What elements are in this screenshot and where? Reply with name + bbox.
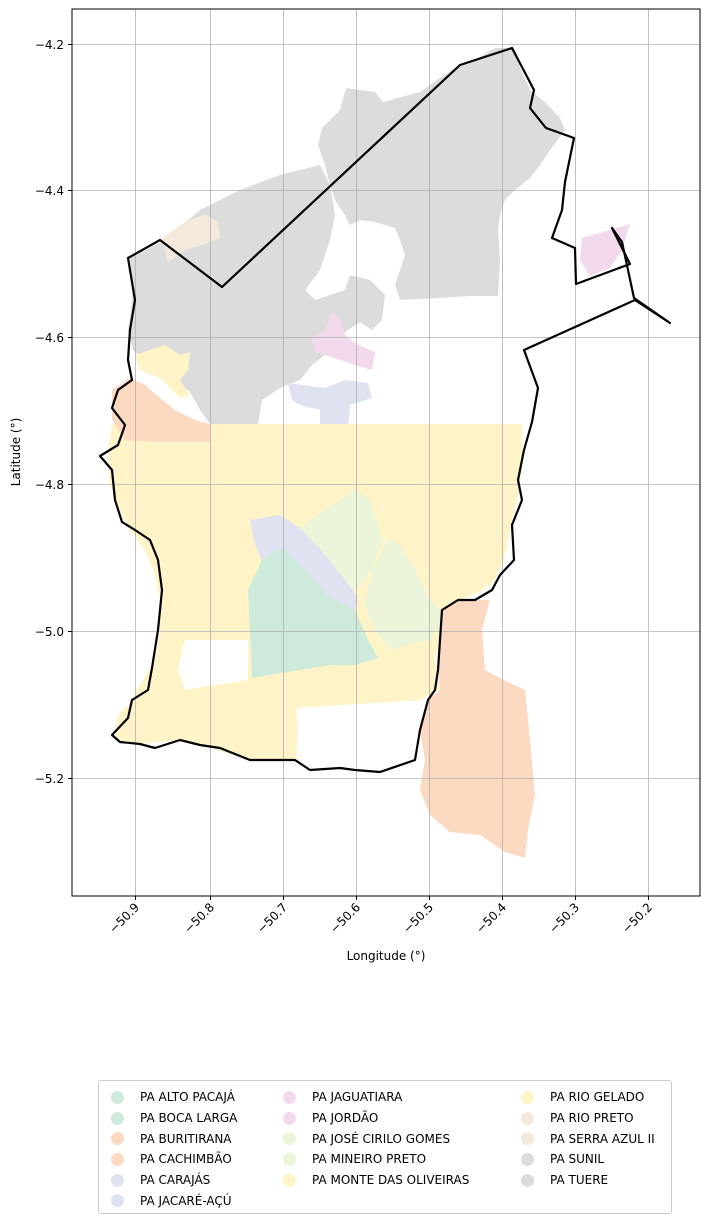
legend-label: PA MONTE DAS OLIVEIRAS xyxy=(312,1173,470,1188)
x-tick-label: −50.2 xyxy=(619,900,655,936)
legend-label: PA ALTO PACAJÁ xyxy=(140,1090,235,1105)
legend-item: PA MINEIRO PRETO xyxy=(283,1149,469,1170)
legend-label: PA BOCA LARGA xyxy=(140,1111,238,1126)
legend-item: PA CACHIMBÃO xyxy=(111,1149,237,1170)
hole-1 xyxy=(178,640,248,690)
x-tick-label: −50.4 xyxy=(473,900,509,936)
legend-label: PA SUNIL xyxy=(550,1152,605,1167)
y-tick-label: −4.8 xyxy=(35,478,64,492)
y-tick-label: −4.2 xyxy=(35,38,64,52)
y-tick-label: −5.2 xyxy=(35,772,64,786)
x-tick-label: −50.3 xyxy=(546,900,582,936)
legend-label: PA BURITIRANA xyxy=(140,1131,232,1146)
legend-label: PA RIO GELADO xyxy=(550,1090,645,1105)
legend-item: PA RIO GELADO xyxy=(521,1087,655,1108)
legend-swatch xyxy=(111,1090,124,1104)
legend-swatch xyxy=(521,1090,534,1104)
x-tick-label: −50.6 xyxy=(327,900,363,936)
legend-item: PA ALTO PACAJÁ xyxy=(111,1087,237,1108)
legend-item: PA MONTE DAS OLIVEIRAS xyxy=(283,1170,469,1191)
legend-label: PA MINEIRO PRETO xyxy=(312,1152,427,1167)
legend-label: PA TUERE xyxy=(550,1173,609,1188)
x-tick-label: −50.5 xyxy=(400,900,436,936)
region-peach-west xyxy=(112,378,210,442)
legend-swatch xyxy=(111,1111,124,1125)
region-blue-center xyxy=(262,525,358,610)
grid xyxy=(72,9,700,896)
region-peach-southeast xyxy=(420,600,535,858)
y-tick-label: −5.0 xyxy=(35,625,64,639)
region-lightgreen-2 xyxy=(365,540,445,650)
legend: PA ALTO PACAJÁ PA BOCA LARGA PA BURITIRA… xyxy=(98,1080,672,1214)
legend-swatch xyxy=(283,1173,296,1187)
hole-2 xyxy=(296,700,425,772)
legend-item: PA JAGUATIARA xyxy=(283,1087,469,1108)
legend-item: PA SERRA AZUL II xyxy=(521,1128,655,1149)
legend-item: PA RIO PRETO xyxy=(521,1108,655,1129)
legend-swatch xyxy=(111,1194,124,1208)
legend-swatch xyxy=(521,1152,534,1166)
legend-label: PA CARAJÁS xyxy=(140,1173,211,1188)
legend-item: PA SUNIL xyxy=(521,1149,655,1170)
legend-swatch xyxy=(111,1173,124,1187)
region-blue-small xyxy=(288,380,372,462)
axes-frame xyxy=(71,8,701,897)
legend-column-1: PA ALTO PACAJÁ PA BOCA LARGA PA BURITIRA… xyxy=(111,1087,237,1211)
region-beige-north xyxy=(162,214,220,262)
x-tick-label: −50.7 xyxy=(254,900,290,936)
legend-item: PA CARAJÁS xyxy=(111,1170,237,1191)
legend-swatch xyxy=(521,1132,534,1146)
y-axis xyxy=(68,44,72,779)
x-tick-label: −50.9 xyxy=(106,900,142,936)
x-tick-labels: −50.9 −50.8 −50.7 −50.6 −50.5 −50.4 −50.… xyxy=(106,900,655,936)
region-pink-center xyxy=(312,312,375,370)
legend-label: PA JORDÃO xyxy=(312,1111,379,1126)
x-axis-label: Longitude (°) xyxy=(347,949,426,963)
legend-swatch xyxy=(283,1111,296,1125)
legend-label: PA JAGUATIARA xyxy=(312,1090,403,1105)
legend-column-3: PA RIO GELADO PA RIO PRETO PA SERRA AZUL… xyxy=(521,1087,655,1190)
region-green xyxy=(248,548,378,678)
legend-label: PA CACHIMBÃO xyxy=(140,1152,232,1167)
y-tick-label: −4.4 xyxy=(35,184,64,198)
legend-swatch xyxy=(111,1132,124,1146)
legend-item: PA BOCA LARGA xyxy=(111,1108,237,1129)
y-axis-label: Latitude (°) xyxy=(9,418,23,487)
legend-item: PA JORDÃO xyxy=(283,1108,469,1129)
legend-label: PA RIO PRETO xyxy=(550,1111,634,1126)
legend-label: PA SERRA AZUL II xyxy=(550,1131,655,1146)
legend-column-2: PA JAGUATIARA PA JORDÃO PA JOSÉ CIRILO G… xyxy=(283,1087,469,1190)
legend-item: PA TUERE xyxy=(521,1170,655,1191)
settlement-regions xyxy=(108,48,630,858)
y-tick-label: −4.6 xyxy=(35,331,64,345)
municipality-boundary xyxy=(98,46,672,774)
legend-item: PA BURITIRANA xyxy=(111,1128,237,1149)
legend-label: PA JACARÉ-AÇÚ xyxy=(140,1193,232,1208)
y-tick-labels: −4.2 −4.4 −4.6 −4.8 −5.0 −5.2 xyxy=(35,38,64,786)
legend-swatch xyxy=(283,1132,296,1146)
legend-swatch xyxy=(111,1152,124,1166)
x-tick-label: −50.8 xyxy=(181,900,217,936)
region-yellow-north xyxy=(135,345,190,398)
map-figure: −50.9 −50.8 −50.7 −50.6 −50.5 −50.4 −50.… xyxy=(9,8,701,963)
legend-item: PA JACARÉ-AÇÚ xyxy=(111,1190,237,1211)
legend-item: PA JOSÉ CIRILO GOMES xyxy=(283,1128,469,1149)
legend-swatch xyxy=(283,1152,296,1166)
legend-swatch xyxy=(283,1090,296,1104)
legend-label: PA JOSÉ CIRILO GOMES xyxy=(312,1131,451,1146)
x-axis xyxy=(135,896,649,900)
region-gray-north xyxy=(318,48,565,300)
legend-swatch xyxy=(521,1173,534,1187)
legend-swatch xyxy=(521,1111,534,1125)
